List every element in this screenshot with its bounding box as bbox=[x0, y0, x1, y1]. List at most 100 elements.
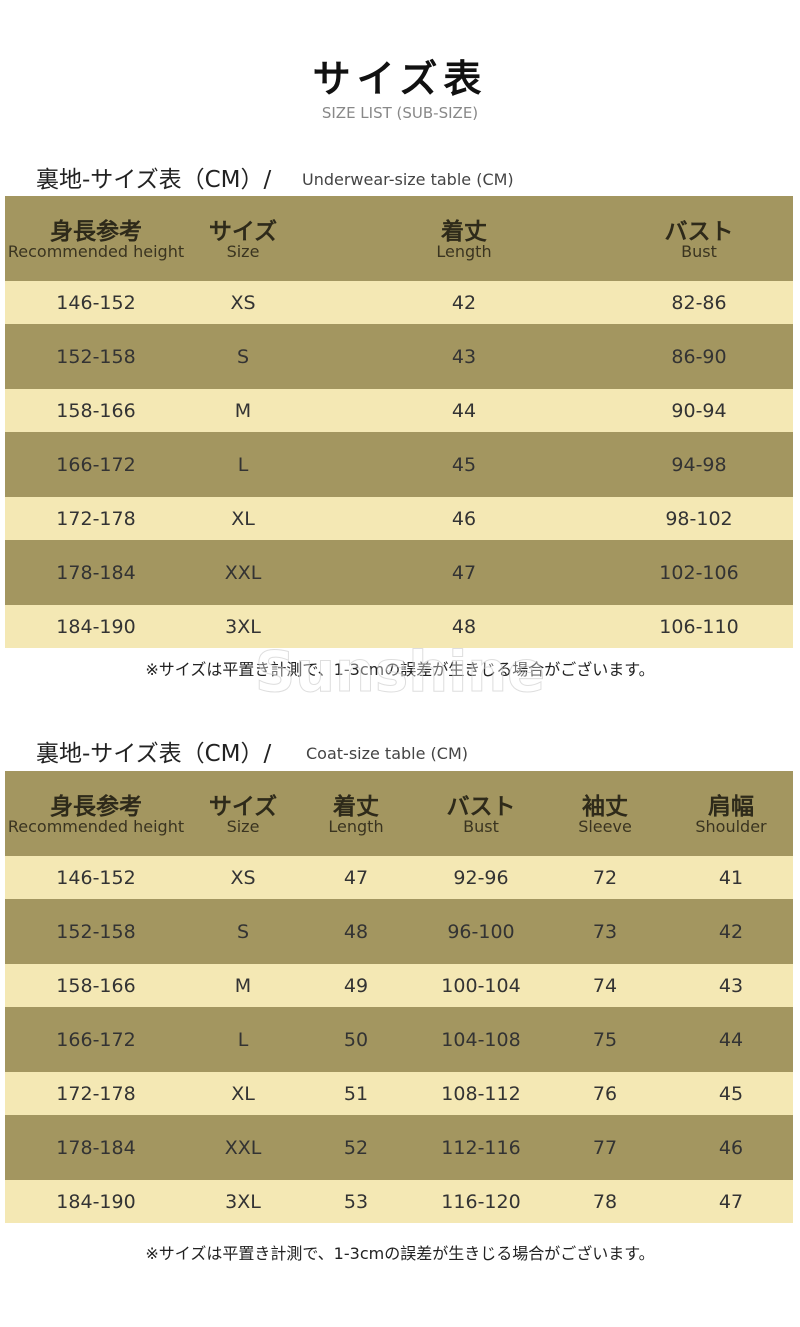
column-header-en: Sleeve bbox=[578, 817, 632, 836]
cell: M bbox=[234, 975, 252, 997]
cell: 100-104 bbox=[441, 975, 521, 997]
cell: 86-90 bbox=[671, 346, 727, 368]
cell: 96-100 bbox=[447, 921, 515, 943]
cell: 47 bbox=[718, 1191, 744, 1213]
cell: 172-178 bbox=[56, 1083, 136, 1105]
cell: XL bbox=[231, 1083, 255, 1105]
cell: 108-112 bbox=[441, 1083, 521, 1105]
cell: 43 bbox=[451, 346, 477, 368]
cell: 48 bbox=[451, 616, 477, 638]
column-header: 着丈 bbox=[333, 794, 379, 820]
column-header-en: Shoulder bbox=[695, 817, 767, 836]
cell: 73 bbox=[592, 921, 618, 943]
cell: 178-184 bbox=[56, 1137, 136, 1159]
row-bg bbox=[5, 856, 793, 899]
cell: 106-110 bbox=[659, 616, 739, 638]
cell: 43 bbox=[718, 975, 744, 997]
column-header: 袖丈 bbox=[582, 794, 628, 820]
cell: 112-116 bbox=[441, 1137, 521, 1159]
cell: 92-96 bbox=[453, 867, 509, 889]
cell: 146-152 bbox=[56, 292, 136, 314]
cell: 146-152 bbox=[56, 867, 136, 889]
row-bg bbox=[5, 540, 793, 605]
cell: 166-172 bbox=[56, 1029, 136, 1051]
cell: 46 bbox=[718, 1137, 744, 1159]
cell: 75 bbox=[592, 1029, 618, 1051]
cell: 42 bbox=[718, 921, 744, 943]
cell: XS bbox=[230, 292, 256, 314]
cell: 49 bbox=[343, 975, 369, 997]
cell: 152-158 bbox=[56, 921, 136, 943]
cell: 116-120 bbox=[441, 1191, 521, 1213]
table-heading: 裏地-サイズ表（CM）/ bbox=[36, 167, 272, 193]
column-header: サイズ bbox=[208, 219, 278, 245]
cell: 45 bbox=[718, 1083, 744, 1105]
cell: 98-102 bbox=[665, 508, 733, 530]
row-bg bbox=[5, 281, 793, 324]
table-heading-en: Coat-size table (CM) bbox=[306, 744, 468, 763]
cell: 3XL bbox=[225, 616, 261, 638]
cell: 77 bbox=[592, 1137, 618, 1159]
cell: 152-158 bbox=[56, 346, 136, 368]
cell: 3XL bbox=[225, 1191, 261, 1213]
cell: 44 bbox=[718, 1029, 744, 1051]
row-bg bbox=[5, 1072, 793, 1115]
cell: 74 bbox=[592, 975, 618, 997]
cell: 184-190 bbox=[56, 616, 136, 638]
cell: 72 bbox=[592, 867, 618, 889]
column-header: 身長参考 bbox=[50, 219, 142, 245]
column-header: 肩幅 bbox=[708, 794, 754, 820]
cell: XL bbox=[231, 508, 255, 530]
cell: 44 bbox=[451, 400, 477, 422]
cell: 166-172 bbox=[56, 454, 136, 476]
column-header-en: Length bbox=[328, 817, 384, 836]
table-heading-en: Underwear-size table (CM) bbox=[302, 170, 514, 189]
cell: 90-94 bbox=[671, 400, 727, 422]
row-bg bbox=[5, 899, 793, 964]
column-header-en: Size bbox=[226, 817, 260, 836]
cell: 50 bbox=[343, 1029, 369, 1051]
cell: 47 bbox=[451, 562, 477, 584]
row-bg bbox=[5, 964, 793, 1007]
header-row bbox=[5, 196, 793, 281]
column-header-en: Recommended height bbox=[7, 817, 185, 836]
row-bg bbox=[5, 1180, 793, 1223]
cell: 94-98 bbox=[671, 454, 727, 476]
cell: XXL bbox=[224, 562, 262, 584]
note: ※サイズは平置き計測で、1-3cmの誤差が生きじる場合がございます。 bbox=[145, 1244, 655, 1263]
cell: L bbox=[237, 1029, 249, 1051]
cell: M bbox=[234, 400, 252, 422]
cell: 42 bbox=[451, 292, 477, 314]
title: サイズ表 bbox=[312, 56, 488, 101]
cell: 172-178 bbox=[56, 508, 136, 530]
table-heading: 裏地-サイズ表（CM）/ bbox=[36, 741, 272, 767]
cell: 51 bbox=[343, 1083, 369, 1105]
column-header: サイズ bbox=[208, 794, 278, 820]
cell: 184-190 bbox=[56, 1191, 136, 1213]
cell: 158-166 bbox=[56, 400, 136, 422]
column-header: 着丈 bbox=[441, 219, 487, 245]
row-bg bbox=[5, 324, 793, 389]
row-bg bbox=[5, 1007, 793, 1072]
column-header-en: Bust bbox=[463, 817, 499, 836]
row-bg bbox=[5, 432, 793, 497]
column-header-en: Bust bbox=[681, 242, 717, 261]
note: ※サイズは平置き計測で、1-3cmの誤差が生きじる場合がございます。 bbox=[145, 660, 655, 679]
cell: 102-106 bbox=[659, 562, 739, 584]
cell: 47 bbox=[343, 867, 369, 889]
cell: 78 bbox=[592, 1191, 618, 1213]
header-row bbox=[5, 771, 793, 856]
cell: XXL bbox=[224, 1137, 262, 1159]
column-header-en: Length bbox=[436, 242, 492, 261]
cell: 104-108 bbox=[441, 1029, 521, 1051]
row-bg bbox=[5, 1115, 793, 1180]
column-header-en: Recommended height bbox=[7, 242, 185, 261]
cell: 45 bbox=[451, 454, 477, 476]
subtitle: SIZE LIST (SUB-SIZE) bbox=[321, 104, 479, 122]
cell: S bbox=[236, 346, 250, 368]
cell: 41 bbox=[718, 867, 744, 889]
cell: 52 bbox=[343, 1137, 369, 1159]
cell: L bbox=[237, 454, 249, 476]
row-bg bbox=[5, 497, 793, 540]
column-header: バスト bbox=[446, 794, 516, 820]
